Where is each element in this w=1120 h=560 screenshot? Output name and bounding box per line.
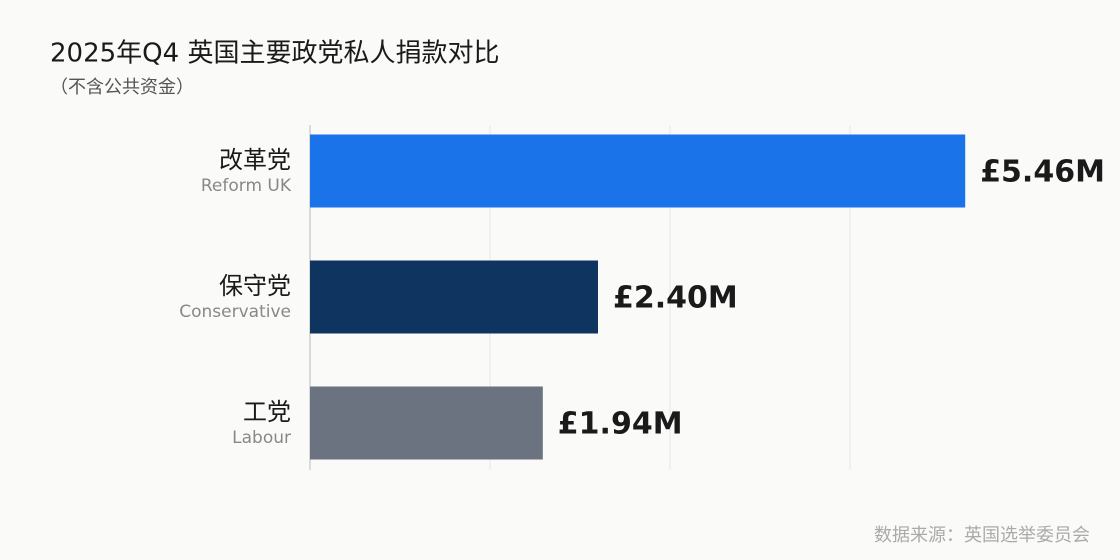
value-label: £5.46M xyxy=(980,155,1105,190)
category-label: 保守党 xyxy=(219,272,291,300)
category-label: 改革党 xyxy=(219,146,291,174)
source-note: 数据来源：英国选举委员会 xyxy=(874,525,1090,546)
value-label: £2.40M xyxy=(613,281,738,316)
chart-subtitle: （不含公共资金） xyxy=(50,77,194,98)
category-label: 工党 xyxy=(243,398,291,426)
category-sublabel: Reform UK xyxy=(201,176,292,196)
category-sublabel: Conservative xyxy=(179,302,291,322)
value-label: £1.94M xyxy=(558,407,683,442)
bar xyxy=(310,386,543,460)
bar xyxy=(310,260,598,334)
category-sublabel: Labour xyxy=(232,428,291,448)
chart-title: 2025年Q4 英国主要政党私人捐款对比 xyxy=(50,39,499,69)
bar xyxy=(310,134,966,208)
